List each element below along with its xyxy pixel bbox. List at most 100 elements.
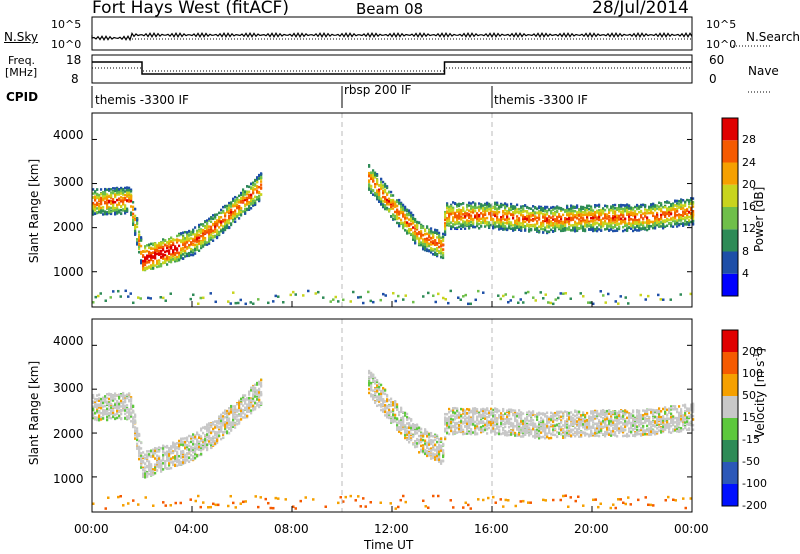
velocity-ytick: 4000 — [53, 334, 84, 348]
power-echo-cell — [238, 210, 241, 214]
power-echo-cell — [180, 251, 183, 255]
velocity-echo-cell — [122, 404, 125, 407]
power-echo-cell — [532, 219, 535, 222]
power-echo-cell — [460, 215, 463, 218]
velocity-echo-cell — [204, 443, 207, 446]
power-echo-cell — [486, 221, 489, 225]
power-echo-cell — [528, 217, 531, 221]
velocity-echo-cell — [182, 455, 185, 459]
velocity-echo-cell — [120, 399, 123, 403]
power-echo-cell — [168, 252, 171, 255]
power-echo-cell — [466, 223, 469, 227]
power-echo-cell — [190, 247, 193, 251]
velocity-echo-cell — [212, 435, 215, 439]
velocity-echo-cell — [102, 412, 105, 416]
velocity-echo-cell — [140, 441, 143, 445]
power-echo-cell — [432, 233, 435, 237]
power-echo-cell — [170, 240, 173, 244]
power-echo-cell — [604, 214, 607, 217]
power-echo-cell — [596, 229, 599, 233]
velocity-echo-cell — [142, 461, 145, 464]
power-echo-cell — [442, 254, 445, 257]
power-echo-cell — [220, 229, 223, 232]
power-echo-cell — [424, 240, 427, 243]
power-ground-cell — [582, 295, 585, 298]
velocity-echo-cell — [118, 393, 121, 396]
velocity-echo-cell — [108, 408, 111, 411]
power-echo-cell — [540, 208, 543, 211]
velocity-echo-cell — [118, 405, 121, 409]
power-echo-cell — [552, 205, 555, 209]
power-echo-cell — [450, 207, 453, 210]
velocity-echo-cell — [196, 442, 199, 445]
velocity-echo-cell — [184, 455, 187, 458]
power-echo-cell — [434, 230, 437, 234]
power-echo-cell — [178, 251, 181, 255]
power-echo-cell — [452, 216, 455, 219]
power-echo-cell — [584, 219, 587, 222]
power-echo-cell — [230, 217, 233, 220]
power-echo-cell — [210, 216, 213, 219]
power-echo-cell — [260, 180, 263, 183]
power-echo-cell — [228, 219, 231, 222]
velocity-echo-cell — [214, 440, 217, 443]
power-echo-cell — [410, 216, 413, 219]
power-echo-cell — [480, 217, 483, 221]
power-echo-cell — [544, 207, 547, 211]
power-echo-cell — [594, 203, 597, 207]
power-echo-cell — [160, 255, 163, 259]
power-echo-cell — [104, 210, 107, 213]
power-echo-cell — [470, 224, 473, 227]
power-echo-cell — [516, 225, 519, 229]
power-echo-cell — [646, 209, 649, 212]
power-echo-cell — [184, 241, 187, 244]
velocity-echo-cell — [208, 426, 211, 429]
power-echo-cell — [568, 222, 571, 226]
power-echo-cell — [130, 199, 133, 203]
power-echo-cell — [498, 204, 501, 208]
power-echo-cell — [222, 205, 225, 209]
power-echo-cell — [202, 234, 205, 238]
power-echo-cell — [632, 218, 635, 222]
power-echo-cell — [514, 225, 517, 229]
power-echo-cell — [532, 211, 535, 214]
power-ytick: 2000 — [53, 220, 84, 234]
velocity-ground-cell — [487, 496, 490, 500]
velocity-echo-cell — [232, 422, 235, 425]
power-echo-cell — [538, 210, 541, 213]
power-echo-cell — [614, 207, 617, 210]
power-echo-cell — [130, 213, 133, 217]
power-echo-cell — [444, 225, 447, 228]
power-echo-cell — [382, 199, 385, 203]
velocity-echo-cell — [102, 414, 105, 417]
power-ground-cell — [679, 293, 682, 296]
power-echo-cell — [692, 215, 695, 218]
power-echo-cell — [384, 197, 387, 201]
power-echo-cell — [150, 255, 153, 259]
power-echo-cell — [524, 227, 527, 231]
velocity-echo-cell — [220, 437, 223, 441]
power-echo-cell — [432, 242, 435, 246]
power-echo-cell — [402, 207, 405, 210]
power-echo-cell — [116, 206, 119, 209]
power-echo-cell — [642, 203, 645, 207]
power-echo-cell — [198, 239, 201, 243]
power-echo-cell — [228, 214, 231, 218]
power-echo-cell — [652, 220, 655, 224]
power-echo-cell — [558, 219, 561, 223]
velocity-echo-cell — [150, 469, 153, 472]
power-echo-cell — [374, 171, 377, 175]
power-echo-cell — [430, 230, 433, 233]
power-ground-cell — [662, 298, 665, 301]
velocity-echo-cell — [248, 400, 251, 404]
power-echo-cell — [514, 207, 517, 210]
velocity-echo-cell — [130, 397, 133, 401]
velocity-echo-cell — [110, 412, 113, 415]
power-echo-cell — [196, 248, 199, 251]
power-ground-cell — [117, 289, 120, 293]
power-echo-cell — [580, 211, 583, 214]
power-echo-cell — [506, 221, 509, 224]
velocity-echo-cell — [186, 443, 189, 447]
power-echo-cell — [522, 224, 525, 227]
power-echo-cell — [546, 212, 549, 216]
